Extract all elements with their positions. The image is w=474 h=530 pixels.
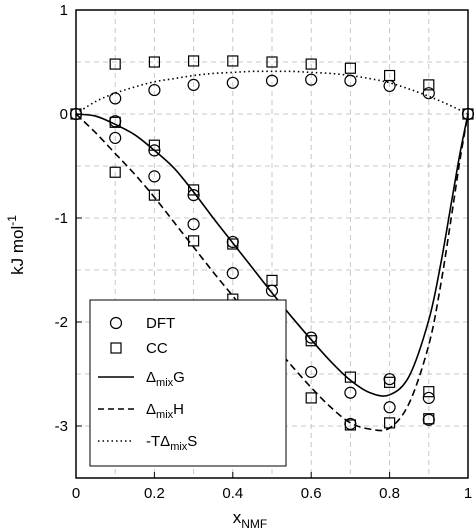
legend-dft-marker [109,316,123,330]
cc-point [384,376,396,388]
dft-point [383,401,396,414]
cc-point [423,413,435,425]
y-tick-label: -2 [55,314,68,331]
cc-point [266,274,278,286]
x-axis-label: xNMF [233,508,268,530]
cc-point [266,56,278,68]
dft-point [187,78,200,91]
cc-point [305,58,317,70]
cc-point [423,79,435,91]
cc-point [148,139,160,151]
mix-ts-curve [75,70,469,115]
y-tick-label: 1 [60,2,68,19]
dft-point [265,74,279,87]
cc-point [384,69,396,82]
x-tick-label: 0 [72,485,80,502]
cc-point [109,116,121,128]
axis-ticks: 0 0.2 0.4 0.6 0.8 1 1 0 -1 -2 -3 [55,2,473,502]
legend-h-label: ΔmixH [146,401,184,421]
cc-point [344,371,356,383]
dft-point [422,391,435,405]
x-tick-label: 0.6 [301,485,322,502]
cc-point [344,62,356,74]
dft-point [344,386,357,399]
x-tick-label: 0.4 [222,485,243,502]
y-tick-label: 0 [60,106,68,123]
dft-point [148,170,161,183]
cc-point [305,392,317,404]
cc-point [148,56,160,68]
cc-point [227,55,239,67]
mix-h-curve [75,113,469,432]
dft-point [109,131,122,145]
cc-point [148,189,160,201]
cc-point [344,419,356,431]
dft-point [344,74,357,87]
legend: DFT CC ΔmixG ΔmixH -TΔmixS [89,299,287,467]
dft-point [226,267,239,280]
legend-dft-label: DFT [146,315,175,332]
legend-g-label: ΔmixG [146,369,185,389]
cc-point [227,238,239,250]
x-tick-label: 0.8 [379,485,400,502]
legend-box [89,299,287,467]
y-tick-label: -3 [55,418,68,435]
dft-point [148,83,161,97]
y-axis-label: kJ mol-1 [5,215,27,275]
cc-point [188,235,200,247]
dft-point [226,76,239,89]
x-tick-label: 1 [464,485,472,502]
legend-cc-label: CC [146,340,168,357]
dft-point [305,365,318,379]
dft-point [187,218,200,231]
legend-cc-marker [110,342,122,354]
y-tick-label: -1 [55,210,68,227]
cc-point [188,55,200,67]
dft-point [422,87,435,100]
plot-frame [75,9,469,479]
cc-point [384,417,396,429]
x-tick-label: 0.2 [144,485,165,502]
dft-point [305,73,318,86]
cc-point [109,58,121,70]
cc-point [423,386,435,398]
cc-point [109,166,121,178]
cc-point [305,335,317,347]
cc-point [188,184,200,196]
dft-point [109,92,122,105]
legend-s-label: -TΔmixS [146,433,197,453]
